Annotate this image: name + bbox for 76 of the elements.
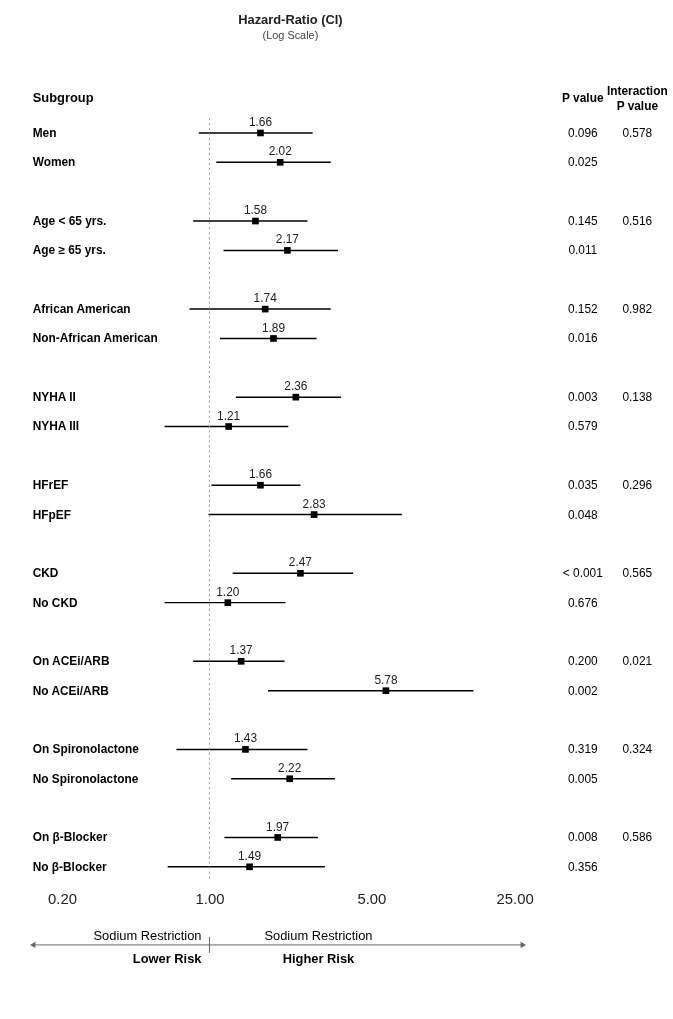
data-label: 1.49 — [238, 848, 262, 863]
y-tick-label: On β-Blocker — [32, 830, 108, 845]
y-tick-label: Age < 65 yrs. — [32, 213, 107, 228]
text: 0.296 — [622, 478, 653, 493]
y-tick-label: Age ≥ 65 yrs. — [32, 243, 106, 258]
data-label: 1.66 — [248, 467, 273, 482]
x-tick-label: 5.00 — [357, 890, 387, 907]
y-tick-label: NYHA III — [32, 419, 80, 434]
data-label: 5.78 — [374, 672, 398, 687]
y-tick-label: No Spironolactone — [32, 771, 139, 786]
text: 0.200 — [567, 654, 599, 669]
data-label: 2.36 — [284, 379, 308, 394]
data-label: 1.21 — [217, 408, 241, 423]
y-axis-title: Subgroup — [32, 90, 94, 106]
y-tick-label: Men — [32, 125, 57, 140]
data-label: 2.47 — [288, 555, 312, 570]
y-tick-label: Women — [32, 155, 76, 170]
text: Sodium Restriction — [93, 927, 202, 943]
data-label: 1.74 — [253, 291, 278, 306]
x-tick-label: 0.20 — [48, 890, 77, 907]
text: 0.025 — [567, 155, 599, 170]
text: 0.982 — [622, 302, 653, 317]
text: 0.096 — [567, 125, 599, 140]
text: Lower Risk — [132, 950, 203, 966]
text: 0.008 — [567, 830, 599, 845]
data-label: 2.83 — [302, 496, 327, 511]
y-tick-label: NYHA II — [32, 390, 76, 405]
text: 0.002 — [567, 683, 598, 698]
y-tick-label: HFrEF — [32, 478, 69, 493]
y-tick-label: CKD — [32, 566, 59, 581]
chart-title: Hazard-Ratio (CI) — [238, 12, 343, 28]
text: 0.152 — [567, 302, 598, 317]
text: P value — [562, 91, 604, 106]
data-label: 2.22 — [278, 760, 302, 775]
text: Sodium Restriction — [264, 927, 373, 943]
y-tick-label: On Spironolactone — [32, 742, 140, 757]
text: 0.586 — [622, 830, 653, 845]
text: 0.565 — [622, 566, 653, 581]
data-label: 1.37 — [229, 643, 253, 658]
text: 0.005 — [567, 771, 599, 786]
text: 0.048 — [567, 507, 599, 522]
text: 0.676 — [567, 595, 599, 610]
x-tick-label: 1.00 — [195, 890, 225, 907]
y-tick-label: HFpEF — [32, 507, 71, 522]
data-label: 1.66 — [248, 115, 273, 130]
data-label: 2.17 — [275, 232, 299, 247]
y-tick-label: Non-African American — [32, 331, 158, 346]
text: 0.516 — [622, 213, 653, 228]
text: 0.319 — [567, 742, 599, 757]
y-tick-label: On ACEi/ARB — [32, 654, 110, 669]
data-label: 1.58 — [243, 203, 268, 218]
text: 0.324 — [622, 742, 653, 757]
text: Interaction P value — [606, 84, 668, 114]
y-tick-label: No CKD — [32, 595, 78, 610]
data-label: 1.89 — [261, 320, 286, 335]
data-label: 1.97 — [266, 819, 290, 834]
text: 0.016 — [567, 331, 599, 346]
text: Higher Risk — [282, 950, 356, 966]
text: 0.579 — [567, 419, 599, 434]
text: 0.356 — [567, 859, 599, 874]
text: 0.145 — [567, 213, 599, 228]
text: < 0.001 — [562, 566, 604, 581]
x-tick-label: 25.00 — [496, 890, 534, 907]
y-tick-label: African American — [32, 302, 131, 317]
y-tick-label: No β-Blocker — [32, 859, 107, 874]
text: 0.138 — [622, 390, 653, 405]
chart-subtitle: (Log Scale) — [262, 29, 319, 41]
text: 0.021 — [622, 654, 653, 669]
y-tick-label: No ACEi/ARB — [32, 683, 110, 698]
text: 0.035 — [567, 478, 599, 493]
data-label: 1.20 — [216, 584, 240, 599]
text: 0.011 — [568, 243, 598, 258]
data-label: 1.43 — [233, 731, 258, 746]
text: 0.578 — [622, 125, 653, 140]
data-label: 2.02 — [268, 144, 292, 159]
text: 0.003 — [567, 390, 599, 405]
